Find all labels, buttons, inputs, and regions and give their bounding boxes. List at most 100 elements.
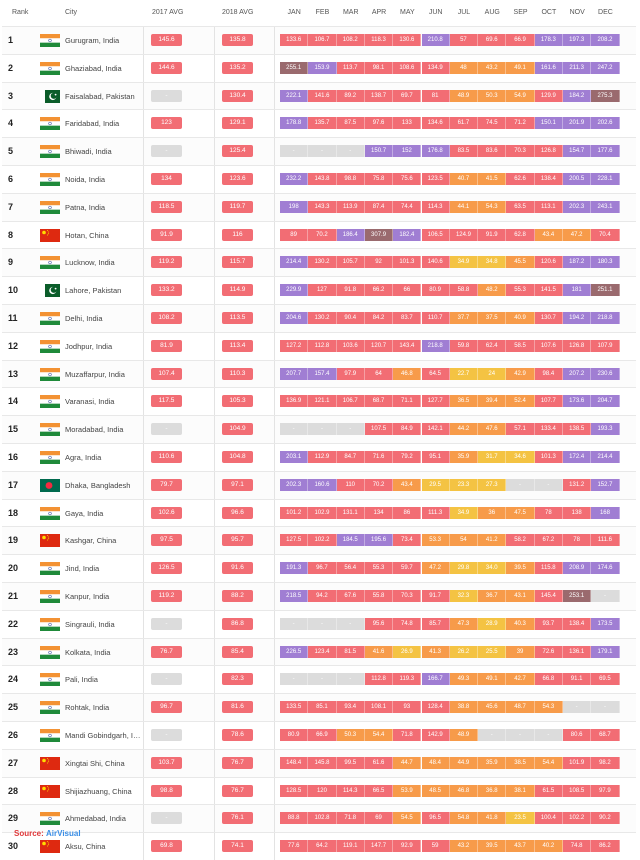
column-divider xyxy=(214,82,215,110)
month-value-cell: - xyxy=(478,728,507,741)
avg-2018-cell: 113.4 xyxy=(222,339,253,352)
table-row: 1 Gurugram, India 145.6 135.8 133.6 106.7 108.… xyxy=(2,26,636,54)
month-value-cell: 80.9 xyxy=(421,284,450,297)
column-divider xyxy=(214,193,215,221)
month-value-cell: 39.4 xyxy=(478,395,507,408)
avg-2018-cell: 113.5 xyxy=(222,311,253,324)
month-value-cell: 87.5 xyxy=(336,117,365,130)
month-value-cell: 145.8 xyxy=(308,756,337,769)
column-divider xyxy=(214,721,215,749)
city-cell: Shijiazhuang, China xyxy=(65,786,132,796)
month-value-cell: 126.8 xyxy=(534,145,563,158)
city-cell: Patna, India xyxy=(65,202,106,212)
month-value-cell: 63.5 xyxy=(506,200,535,213)
month-value-cell: 54.9 xyxy=(506,89,535,102)
rank-cell: 2 xyxy=(8,62,14,73)
month-value-cell: 54.4 xyxy=(364,728,394,741)
bangladesh-flag-icon xyxy=(40,478,60,492)
month-value-cell: 40.7 xyxy=(449,172,479,185)
column-divider xyxy=(143,555,144,582)
avg-2018-cell: 74.1 xyxy=(222,840,253,853)
month-value-cell: - xyxy=(336,673,365,686)
column-divider xyxy=(214,416,215,443)
month-value-cell: 66.9 xyxy=(506,34,535,46)
month-value-cell: 195.6 xyxy=(364,534,394,547)
month-value-cell: 54.3 xyxy=(478,200,507,213)
rank-cell: 27 xyxy=(8,757,19,768)
india-flag-icon xyxy=(40,645,60,659)
month-value-cell: 39 xyxy=(506,645,535,658)
month-value-cell: 184.2 xyxy=(563,89,592,102)
table-header: Rank City 2017 AVG 2018 AVG JAN FEB MAR APR… xyxy=(2,0,636,26)
rank-cell: 10 xyxy=(8,285,19,296)
month-value-cell: 38.5 xyxy=(506,756,535,769)
month-value-cell: 111.6 xyxy=(591,534,620,547)
table-row: 14 Varanasi, India 117.5 105.3 136.9 121.1 106… xyxy=(2,387,636,416)
month-value-cell: 120 xyxy=(308,784,337,797)
table-row: 10 Lahore, Pakistan 133.2 114.9 229.9 127 91.8… xyxy=(2,276,636,304)
avg-2018-cell: 91.6 xyxy=(222,562,253,575)
month-value-cell: 120.6 xyxy=(534,256,563,269)
month-value-cell: 48.5 xyxy=(421,784,450,797)
city-cell: Muzaffarpur, India xyxy=(65,369,125,379)
month-value-cell: 136.1 xyxy=(563,645,592,658)
month-value-cell: 86 xyxy=(393,506,422,519)
month-value-cell: 127.7 xyxy=(421,395,450,408)
month-value-cell: 127 xyxy=(308,284,337,297)
month-value-cell: 243.1 xyxy=(591,200,620,213)
month-value-cell: 49.1 xyxy=(506,61,535,74)
table-row: 19 Kashgar, China 97.5 95.7 127.5 102.2 184.5 1… xyxy=(2,526,636,555)
month-value-cell: 198 xyxy=(280,200,309,213)
month-value-cell: 230.6 xyxy=(591,367,620,380)
month-value-cell: 200.5 xyxy=(563,172,592,185)
month-value-cell: 52.4 xyxy=(506,395,535,408)
month-value-cell: 55.3 xyxy=(364,562,394,575)
avg-2017-cell: 108.2 xyxy=(151,311,182,324)
month-value-cell: 166.7 xyxy=(421,673,450,686)
table-row: 5 Bhiwadi, India -125.4- - -150.7 152 176.8 83.… xyxy=(2,137,636,165)
rank-cell: 8 xyxy=(8,229,14,240)
rank-cell: 26 xyxy=(8,729,19,740)
month-value-cell: 119.3 xyxy=(393,673,422,686)
column-divider xyxy=(274,777,275,805)
column-divider xyxy=(143,777,144,805)
india-flag-icon xyxy=(40,450,60,464)
month-value-cell: 71.1 xyxy=(393,395,422,408)
month-value-cell: 67.6 xyxy=(336,589,365,602)
month-value-cell: 27.3 xyxy=(478,478,507,491)
month-value-cell: 74.8 xyxy=(393,617,422,630)
column-divider xyxy=(214,332,215,360)
china-flag-icon xyxy=(40,228,60,242)
avg-2017-cell: 119.2 xyxy=(151,256,182,269)
avg-2018-cell: 85.4 xyxy=(222,645,253,658)
china-flag-icon xyxy=(40,756,60,770)
month-value-cell: 58.2 xyxy=(506,534,535,547)
rank-cell: 6 xyxy=(8,173,14,184)
month-value-cell: 22.7 xyxy=(449,367,479,380)
month-value-cell: 182.4 xyxy=(393,228,422,241)
month-value-cell: 53.3 xyxy=(421,534,450,547)
month-value-cell: 140.6 xyxy=(421,256,450,269)
month-value-cell: 89 xyxy=(280,228,309,241)
month-value-cell: 84.9 xyxy=(393,423,422,436)
city-cell: Ghaziabad, India xyxy=(65,63,122,73)
month-value-cell: 29.5 xyxy=(421,478,450,491)
column-divider xyxy=(143,471,144,499)
month-value-cell: 72.6 xyxy=(534,645,563,658)
column-divider xyxy=(274,249,275,277)
column-divider xyxy=(143,304,144,332)
rank-cell: 20 xyxy=(8,563,19,574)
column-divider xyxy=(274,499,275,527)
rank-cell: 28 xyxy=(8,785,19,796)
month-value-cell: - xyxy=(563,701,592,714)
month-value-cell: 44.9 xyxy=(449,756,479,769)
city-cell: Faisalabad, Pakistan xyxy=(65,91,135,101)
month-value-cell: 121.1 xyxy=(308,395,337,408)
month-value-cell: 49.1 xyxy=(478,673,507,686)
column-divider xyxy=(143,249,144,277)
month-value-cell: 85.7 xyxy=(421,617,450,630)
month-value-cell: 87.4 xyxy=(364,200,394,213)
table-row: 7 Patna, India 118.5 119.7 198 143.3 113.9 87.4… xyxy=(2,192,636,221)
month-value-cell: 71.6 xyxy=(364,450,394,463)
avg-2018-cell: 104.8 xyxy=(222,450,253,463)
